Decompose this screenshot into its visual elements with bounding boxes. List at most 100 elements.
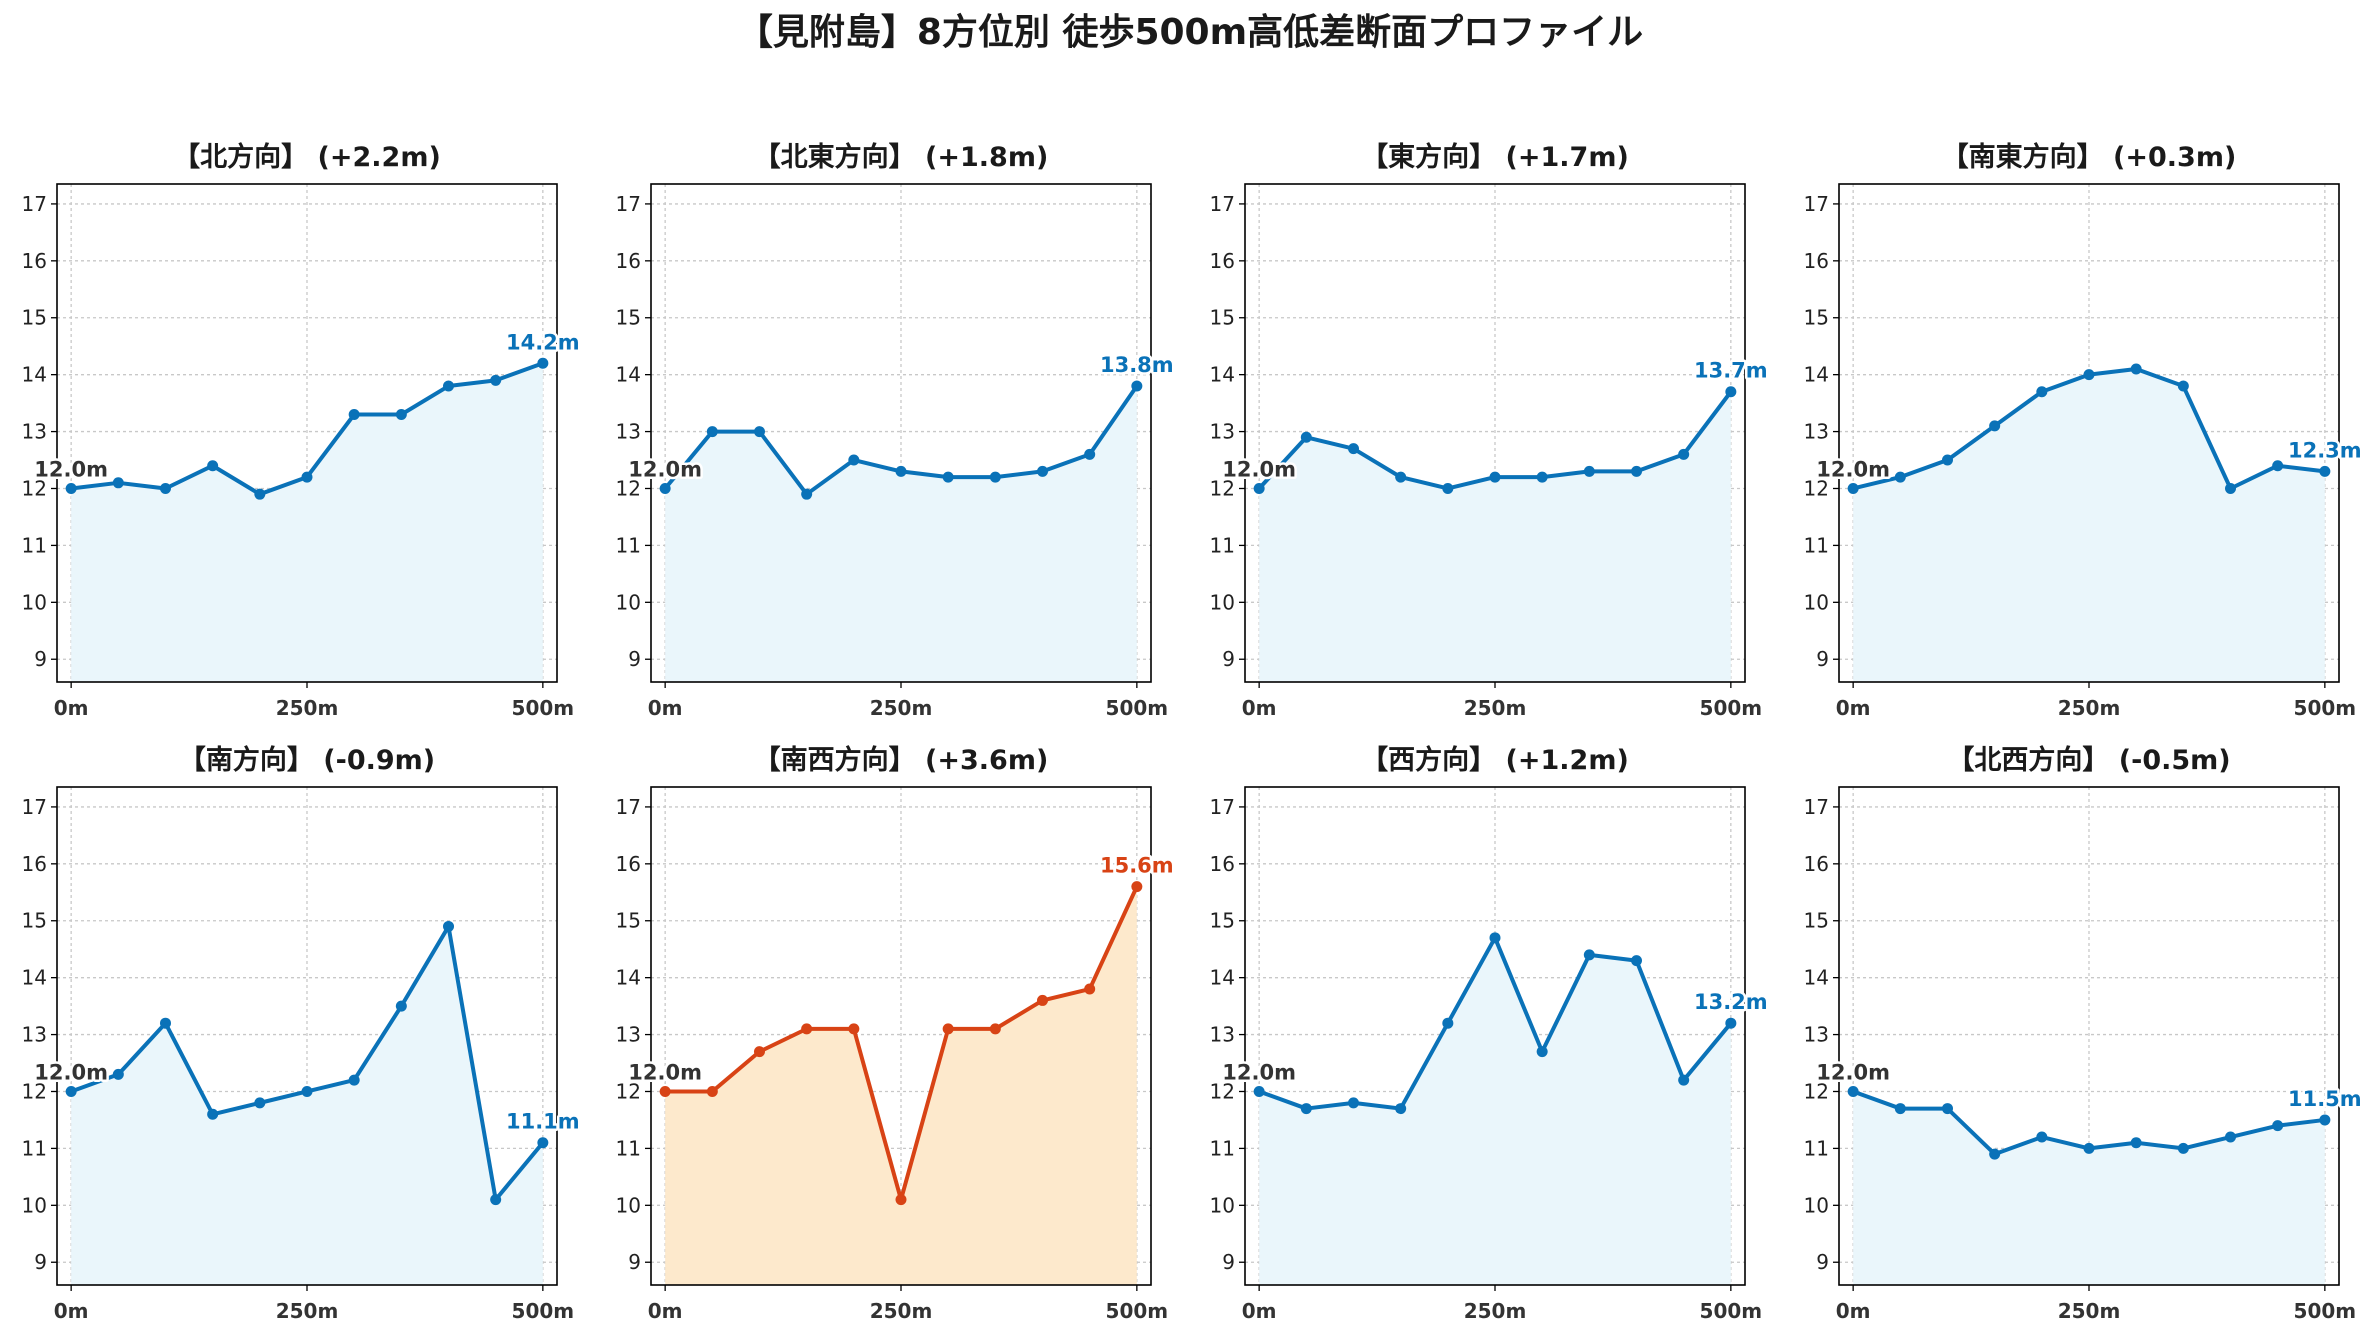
x-tick-label: 0m bbox=[1836, 1299, 1871, 1323]
y-tick-label: 14 bbox=[616, 363, 641, 387]
y-tick-label: 16 bbox=[22, 852, 47, 876]
data-point bbox=[1536, 471, 1548, 483]
y-tick-label: 13 bbox=[1210, 1023, 1235, 1047]
data-point bbox=[1442, 1017, 1454, 1029]
y-tick-label: 9 bbox=[1816, 647, 1829, 671]
data-point bbox=[2130, 363, 2142, 375]
start-elevation-label: 12.0m bbox=[34, 1060, 108, 1084]
data-point bbox=[1631, 465, 1643, 477]
y-tick-label: 14 bbox=[1210, 966, 1235, 990]
y-tick-label: 14 bbox=[616, 966, 641, 990]
y-tick-label: 9 bbox=[628, 1250, 641, 1274]
x-tick-label: 0m bbox=[54, 696, 89, 720]
y-tick-label: 17 bbox=[1804, 192, 1829, 216]
data-point bbox=[895, 465, 907, 477]
start-elevation-label: 12.0m bbox=[628, 457, 702, 481]
y-tick-label: 16 bbox=[616, 249, 641, 273]
data-point bbox=[1300, 431, 1312, 443]
data-point bbox=[443, 380, 455, 392]
y-tick-label: 13 bbox=[1210, 420, 1235, 444]
data-point bbox=[395, 409, 407, 421]
chart-panel-2: 【北東方向】 (+1.8m) 9 10 11 12 13 14 15 16 17 0m 250m 500… bbox=[616, 141, 1177, 720]
x-tick-label: 0m bbox=[54, 1299, 89, 1323]
chart-panel-5: 【南方向】 (-0.9m) 9 10 11 12 13 14 15 16 17 0m 250m 500m… bbox=[22, 744, 583, 1323]
data-point bbox=[1489, 471, 1501, 483]
data-point bbox=[1678, 1074, 1690, 1086]
data-point bbox=[2083, 1142, 2095, 1154]
data-point bbox=[207, 1108, 219, 1120]
data-point bbox=[2083, 369, 2095, 381]
y-tick-label: 10 bbox=[1804, 1193, 1829, 1217]
elevation-area bbox=[665, 386, 1137, 682]
start-elevation-label: 12.0m bbox=[1222, 1060, 1296, 1084]
panel-title: 【北方向】 (+2.2m) bbox=[173, 141, 441, 173]
y-tick-label: 14 bbox=[22, 363, 47, 387]
data-point bbox=[1941, 1103, 1953, 1115]
data-point bbox=[2225, 482, 2237, 494]
y-tick-label: 10 bbox=[22, 590, 47, 614]
start-elevation-label: 12.0m bbox=[1222, 457, 1296, 481]
data-point bbox=[301, 471, 313, 483]
y-tick-label: 11 bbox=[1804, 1136, 1829, 1160]
end-elevation-label: 11.1m bbox=[506, 1110, 580, 1134]
end-elevation-label: 13.2m bbox=[1694, 990, 1768, 1014]
y-tick-label: 16 bbox=[1210, 852, 1235, 876]
data-point bbox=[112, 1068, 124, 1080]
y-tick-label: 17 bbox=[22, 795, 47, 819]
y-tick-label: 9 bbox=[1222, 1250, 1235, 1274]
y-tick-label: 15 bbox=[22, 909, 47, 933]
y-tick-label: 16 bbox=[1804, 249, 1829, 273]
data-point bbox=[1989, 420, 2001, 432]
data-point bbox=[753, 1046, 765, 1058]
start-elevation-label: 12.0m bbox=[1816, 1060, 1890, 1084]
data-point bbox=[159, 482, 171, 494]
data-point bbox=[1725, 1017, 1737, 1029]
data-point bbox=[2036, 386, 2048, 398]
data-point bbox=[207, 460, 219, 472]
panel-title: 【東方向】 (+1.7m) bbox=[1361, 141, 1629, 173]
data-point bbox=[1847, 482, 1859, 494]
elevation-area bbox=[665, 886, 1137, 1285]
x-tick-label: 250m bbox=[276, 696, 339, 720]
x-tick-label: 250m bbox=[2058, 1299, 2121, 1323]
data-point bbox=[348, 409, 360, 421]
data-point bbox=[753, 426, 765, 438]
y-tick-label: 13 bbox=[616, 1023, 641, 1047]
data-point bbox=[1347, 1097, 1359, 1109]
y-tick-label: 14 bbox=[1804, 363, 1829, 387]
y-tick-label: 10 bbox=[22, 1193, 47, 1217]
y-tick-label: 9 bbox=[34, 1250, 47, 1274]
data-point bbox=[2225, 1131, 2237, 1143]
end-elevation-label: 11.5m bbox=[2288, 1087, 2362, 1111]
y-tick-label: 17 bbox=[22, 192, 47, 216]
y-tick-label: 10 bbox=[616, 590, 641, 614]
panel-title: 【北東方向】 (+1.8m) bbox=[754, 141, 1049, 173]
panel-title: 【南西方向】 (+3.6m) bbox=[754, 744, 1049, 776]
x-tick-label: 250m bbox=[2058, 696, 2121, 720]
data-point bbox=[1131, 380, 1143, 392]
data-point bbox=[989, 471, 1001, 483]
y-tick-label: 14 bbox=[1804, 966, 1829, 990]
y-tick-label: 10 bbox=[616, 1193, 641, 1217]
x-tick-label: 250m bbox=[1464, 696, 1527, 720]
data-point bbox=[395, 1000, 407, 1012]
data-point bbox=[1300, 1103, 1312, 1115]
x-tick-label: 500m bbox=[1700, 1299, 1763, 1323]
y-tick-label: 13 bbox=[22, 1023, 47, 1047]
y-tick-label: 10 bbox=[1210, 1193, 1235, 1217]
data-point bbox=[1253, 482, 1265, 494]
y-tick-label: 9 bbox=[34, 647, 47, 671]
data-point bbox=[1084, 983, 1096, 995]
y-tick-label: 11 bbox=[616, 533, 641, 557]
data-point bbox=[1037, 994, 1049, 1006]
data-point bbox=[942, 1023, 954, 1035]
data-point bbox=[801, 1023, 813, 1035]
x-tick-label: 0m bbox=[1242, 1299, 1277, 1323]
data-point bbox=[490, 374, 502, 386]
y-tick-label: 12 bbox=[22, 1079, 47, 1103]
data-point bbox=[1536, 1046, 1548, 1058]
x-tick-label: 0m bbox=[648, 696, 683, 720]
data-point bbox=[942, 471, 954, 483]
elevation-area bbox=[71, 363, 543, 682]
end-elevation-label: 15.6m bbox=[1100, 854, 1174, 878]
